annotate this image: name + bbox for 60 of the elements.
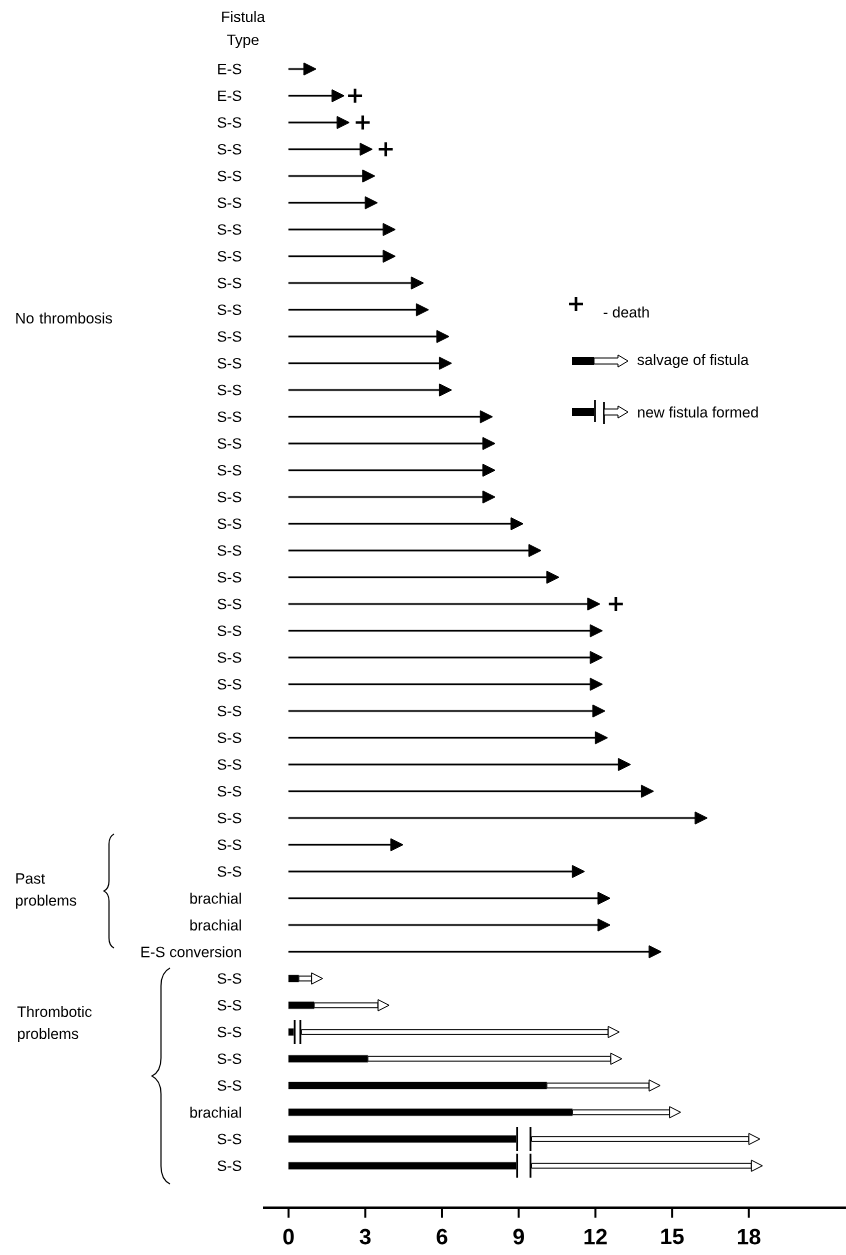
x-tick-label: 0 xyxy=(283,1228,294,1245)
y-tick-label: S-S xyxy=(217,839,242,851)
y-tick-label: S-S xyxy=(217,785,242,797)
legend-label: new fistula formed xyxy=(638,406,758,418)
legend-label: salvage of fistula xyxy=(637,354,749,368)
y-tick-label: S-S xyxy=(217,598,242,610)
y-axis-title: Fistula Type xyxy=(222,11,266,49)
point xyxy=(354,114,372,131)
y-tick-label: S-S xyxy=(217,999,242,1011)
y-tick-label: S-S xyxy=(217,625,242,637)
y-tick-label: S-S xyxy=(217,170,242,182)
y-tick-label: E-S conversion xyxy=(141,946,241,958)
y-tick-label: S-S xyxy=(217,652,242,663)
y-tick-label: E-S xyxy=(218,63,242,75)
y-tick-label: S-S xyxy=(217,812,242,824)
x-tick-label: 6 xyxy=(436,1228,448,1245)
x-tick-label: 12 xyxy=(584,1228,607,1245)
text: Thrombotic problems xyxy=(17,1006,92,1042)
y-tick-label: S-S xyxy=(217,1160,242,1172)
y-tick-label: S-S xyxy=(217,384,242,396)
text: Past problems xyxy=(16,873,77,909)
y-tick-label: S-S xyxy=(217,331,242,342)
x-tick-label: 18 xyxy=(737,1228,761,1245)
y-tick-label: S-S xyxy=(217,197,242,209)
y-tick-label: S-S xyxy=(217,1080,242,1091)
point xyxy=(607,595,625,613)
y-tick-label: S-S xyxy=(217,866,242,877)
y-tick-label: S-S xyxy=(217,1026,242,1038)
y-tick-label: S-S xyxy=(217,759,242,770)
y-tick-label: S-S xyxy=(217,491,242,503)
y-tick-label: E-S xyxy=(218,90,242,102)
y-tick-label: S-S xyxy=(217,117,242,128)
y-tick-label: S-S xyxy=(217,438,242,449)
y-tick-label: S-S xyxy=(217,277,242,289)
y-tick-label: S-S xyxy=(217,705,242,717)
text: No thrombosis xyxy=(16,312,113,324)
y-tick-label: S-S xyxy=(217,545,242,556)
y-tick-label: brachial xyxy=(190,1106,241,1118)
y-tick-label: brachial xyxy=(190,919,241,931)
y-tick-label: brachial xyxy=(190,892,241,904)
y-tick-label: S-S xyxy=(217,571,242,583)
y-tick-label: S-S xyxy=(217,678,242,690)
point xyxy=(377,140,395,158)
y-tick-label: S-S xyxy=(217,973,242,984)
y-tick-label: S-S xyxy=(217,732,242,744)
y-tick-label: S-S xyxy=(217,464,242,476)
y-tick-label: S-S xyxy=(217,224,242,235)
x-tick-label: 9 xyxy=(513,1228,524,1245)
y-tick-label: S-S xyxy=(217,1053,242,1065)
y-tick-label: S-S xyxy=(217,143,242,155)
x-tick-label: 15 xyxy=(661,1228,684,1245)
y-tick-label: S-S xyxy=(217,518,242,530)
y-tick-label: S-S xyxy=(217,357,242,369)
legend-label: - death xyxy=(603,306,649,318)
y-tick-label: S-S xyxy=(217,1133,242,1145)
y-tick-label: S-S xyxy=(217,304,242,316)
point xyxy=(346,87,364,105)
y-tick-label: S-S xyxy=(217,411,242,423)
x-tick-label: 3 xyxy=(359,1228,371,1245)
y-tick-label: S-S xyxy=(217,250,242,262)
